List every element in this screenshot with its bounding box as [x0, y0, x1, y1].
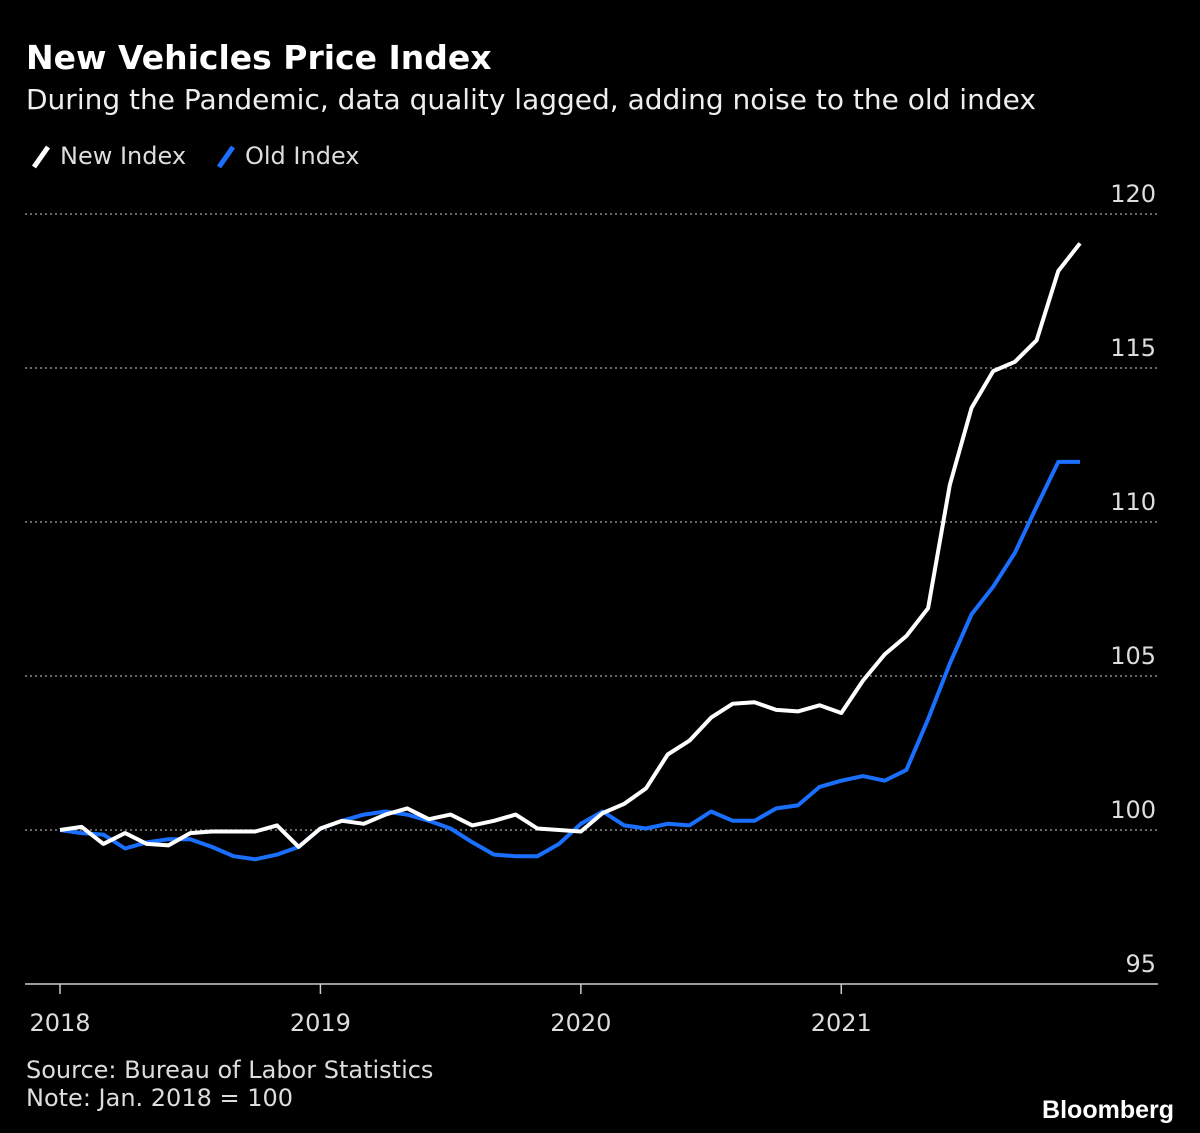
y-tick-label: 105 [1110, 642, 1156, 670]
legend-label: New Index [60, 142, 186, 170]
series-line [59, 459, 1080, 862]
chart-title: New Vehicles Price Index [26, 38, 492, 77]
y-tick-label: 95 [1125, 950, 1156, 978]
chart-subtitle: During the Pandemic, data quality lagged… [26, 83, 1036, 116]
series-line [59, 242, 1082, 849]
x-tick-label: 2018 [29, 1009, 90, 1037]
source: Source: Bureau of Labor Statistics [26, 1056, 433, 1084]
x-tick-label: 2020 [550, 1009, 611, 1037]
legend: New Index Old Index [31, 142, 360, 170]
y-tick-label: 115 [1110, 334, 1156, 362]
x-tick-label: 2021 [811, 1009, 872, 1037]
y-tick-label: 100 [1110, 796, 1156, 824]
x-tick-label: 2019 [290, 1009, 351, 1037]
y-tick-label: 110 [1110, 488, 1156, 516]
note: Note: Jan. 2018 = 100 [26, 1084, 293, 1112]
legend-label: Old Index [245, 142, 360, 170]
legend-swatch [216, 145, 236, 169]
y-tick-label: 120 [1110, 180, 1156, 208]
brand: Bloomberg [1042, 1096, 1174, 1124]
legend-swatch [31, 145, 51, 169]
